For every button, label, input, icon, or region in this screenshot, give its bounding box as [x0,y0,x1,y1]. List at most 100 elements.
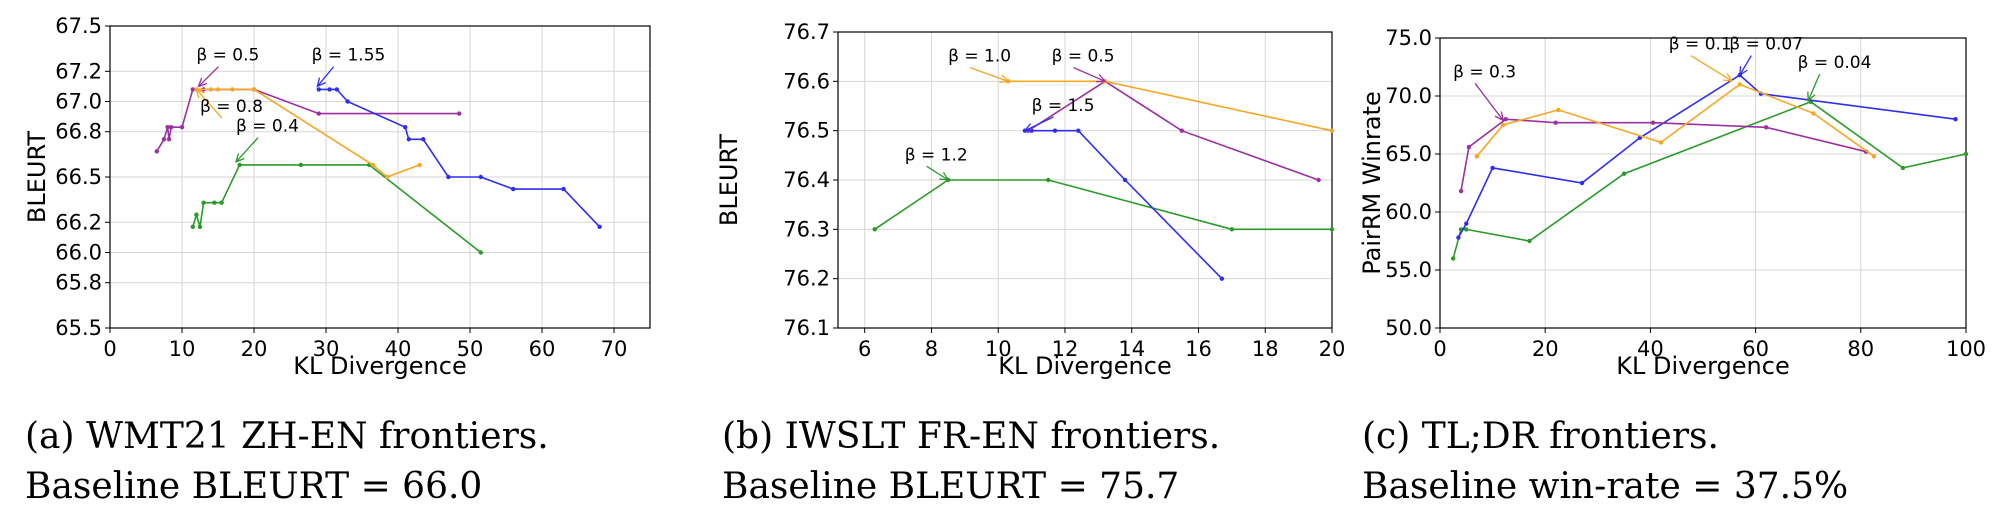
data-point [1464,221,1469,226]
y-axis-label: BLEURT [23,131,51,223]
annotation-arrow [1073,67,1106,82]
data-point [219,200,224,205]
data-point [327,87,332,92]
annotation-arrow [235,137,259,163]
x-tick-label: 100 [1946,337,1986,361]
y-tick-label: 66.2 [55,210,102,234]
data-point [212,200,217,205]
y-tick-label: 76.5 [783,119,830,143]
data-point [1953,117,1958,122]
y-tick-label: 66.0 [55,241,102,265]
y-tick-label: 60.0 [1385,200,1432,224]
series-line [874,179,1332,231]
y-tick-label: 66.8 [55,120,102,144]
series-line [1457,74,1956,238]
data-point [446,174,451,180]
annotation-arrow [1739,55,1752,76]
annotation-arrow [926,165,949,181]
y-tick-label: 76.4 [783,168,830,192]
data-point [597,224,602,230]
data-point [385,174,390,180]
y-tick-label: 67.2 [55,59,102,83]
y-axis-label: PairRM Winrate [1358,91,1386,274]
annotation-arrowhead [195,88,205,99]
annotation-arrow [316,66,335,87]
y-axis-label: BLEURT [715,134,743,226]
y-tick-label: 67.5 [55,14,102,38]
data-point [237,162,242,168]
data-point [1621,171,1627,176]
data-point [1458,188,1464,194]
x-tick-label: 6 [858,337,871,361]
annotation-arrowhead [1807,91,1816,103]
data-point [334,87,339,92]
data-point [1076,128,1081,133]
y-tick-label: 70.0 [1385,84,1432,108]
data-point [1503,117,1508,122]
x-tick-label: 10 [985,337,1012,361]
data-point [169,124,174,130]
data-point [230,87,235,92]
x-tick-label: 20 [1319,337,1346,361]
y-tick-label: 67.0 [55,90,102,114]
data-point [1737,82,1743,87]
series-line [1027,80,1319,181]
data-point [1229,227,1235,232]
x-tick-label: 60 [1742,337,1769,361]
caption-a-line2: Baseline BLEURT = 66.0 [25,466,482,507]
x-tick-label: 80 [1847,337,1874,361]
data-point [406,137,411,142]
annotation-label: β = 1.5 [1032,96,1095,116]
x-tick-label: 10 [169,337,196,361]
data-point [1763,125,1769,130]
y-tick-label: 55.0 [1385,258,1432,282]
y-tick-label: 65.8 [55,271,102,295]
annotation-label: β = 1.2 [905,145,968,165]
x-tick-label: 50 [457,337,484,361]
data-point [1871,154,1877,159]
data-point [1500,122,1506,128]
x-tick-label: 40 [385,337,412,361]
data-point [478,250,483,255]
data-point [1329,227,1335,232]
annotation-label: β = 0.4 [236,117,299,137]
data-point [1219,276,1225,281]
x-tick-label: 12 [1052,337,1079,361]
data-point [298,162,303,168]
data-point [1474,154,1480,159]
data-point [1122,177,1128,183]
annotation-arrow [195,88,223,119]
plot-frame-c [1439,37,1967,329]
data-point [478,174,483,180]
data-point [201,200,206,205]
annotation-arrow [969,66,1009,82]
annotation-label: β = 0.5 [1052,47,1115,67]
data-point [1553,120,1558,125]
annotation-arrowhead [234,153,245,164]
annotation-label: β = 1.55 [312,46,386,66]
x-tick-label: 8 [925,337,938,361]
x-tick-label: 20 [1532,337,1559,361]
y-tick-label: 50.0 [1385,316,1432,340]
data-point [511,186,516,192]
data-point [161,137,167,142]
series-line [192,164,482,254]
data-point [1450,256,1456,261]
annotation-arrow [1807,73,1821,101]
annotation-arrowhead [939,171,950,181]
annotation-arrow [1474,83,1504,121]
data-point [1811,111,1816,116]
annotation-arrowhead [316,77,326,88]
plot-frame-b [837,31,1333,329]
x-tick-label: 14 [1118,337,1145,361]
data-point [1579,180,1585,186]
data-point [872,227,877,232]
data-point [1900,165,1906,171]
annotation-arrowhead [1096,74,1107,83]
y-tick-label: 65.0 [1385,142,1432,166]
x-tick-label: 70 [601,337,628,361]
x-tick-label: 18 [1252,337,1279,361]
caption-a-line1: (a) WMT21 ZH-EN frontiers. [25,416,549,457]
x-tick-label: 0 [103,337,116,361]
